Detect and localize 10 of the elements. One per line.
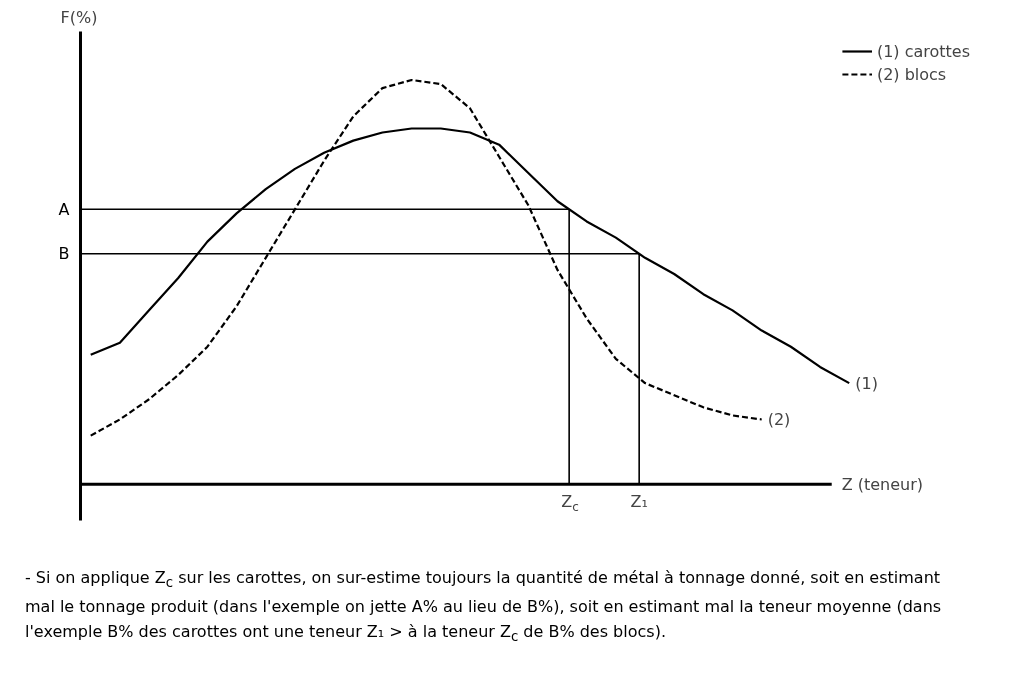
legend-label: (1) carottes [876, 41, 970, 61]
text: - Si on applique Z$_{c}$ sur les carottes, on sur-estime toujours la quantité de métal à tonnage donné, soit en estimant mal le tonnage produit (dans l'exemple on jette A% au lieu de B%), soit en estimant mal la teneur moyenne (dans l'exemple B% des carottes ont une teneur Z₁ > à la teneur Z$_{c}$ de B% des blocs). [25, 567, 943, 647]
ref-line-label: B [58, 244, 70, 264]
ref-line-label: A [58, 199, 70, 219]
legend-label: (2) blocs [876, 64, 947, 84]
text: Z₁ [630, 492, 648, 512]
x-axis-title: Z (teneur) [841, 474, 924, 494]
annotation: (2) [767, 409, 791, 429]
annotation: (1) [855, 373, 878, 393]
y-axis-title: F(%) [60, 7, 98, 27]
